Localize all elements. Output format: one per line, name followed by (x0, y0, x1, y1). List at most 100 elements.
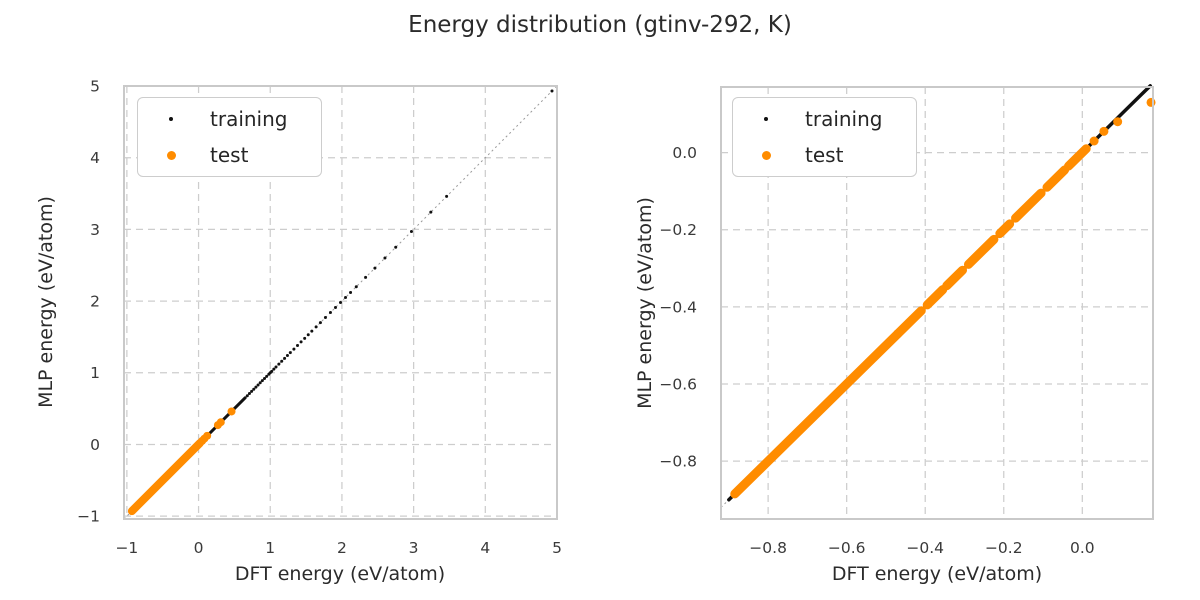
y-tick-label: 4 (90, 149, 100, 167)
data-point (349, 290, 353, 294)
dense-band (995, 219, 1015, 239)
data-point (270, 369, 274, 373)
data-point (254, 385, 258, 389)
data-point (277, 362, 281, 366)
x-axis-label: DFT energy (eV/atom) (831, 563, 1043, 585)
data-point (303, 336, 307, 340)
dense-band (1042, 165, 1070, 192)
data-point (216, 418, 225, 427)
right-plot: −0.8 −0.6 −0.4 −0.2 0.0 0.0 −0.2 −0.4 −0.6 −0.8 D… (600, 0, 1200, 600)
data-point (373, 266, 377, 270)
dense-band (942, 265, 968, 291)
data-point (227, 407, 236, 416)
data-point (364, 275, 368, 279)
data-point (263, 376, 267, 380)
data-point (314, 325, 318, 329)
y-axis-label: MLP energy (eV/atom) (634, 197, 656, 409)
data-point (260, 379, 264, 383)
y-tick-label: −0.8 (659, 453, 697, 471)
legend: training test (732, 97, 917, 177)
x-tick-label: −0.2 (985, 539, 1023, 557)
axes-frame (720, 86, 1154, 520)
data-point (280, 359, 284, 363)
x-tick-label: 0.0 (1070, 539, 1095, 557)
right-plot-svg: −0.8 −0.6 −0.4 −0.2 0.0 0.0 −0.2 −0.4 −0.6 −0.8 (659, 84, 1156, 557)
scatter-test (127, 407, 236, 516)
data-point (265, 374, 269, 378)
left-plot: −1 0 1 2 3 4 5 −1 0 1 2 3 4 5 DFT energy (eV/atom) ML… (35, 77, 562, 585)
data-point (252, 387, 256, 391)
data-point (272, 367, 276, 371)
data-point (394, 245, 398, 249)
data-point (295, 344, 299, 348)
tick-labels: −0.8 −0.6 −0.4 −0.2 0.0 0.0 −0.2 −0.4 −0.6 −0.8 (659, 144, 1094, 557)
left-plot-svg: −1 0 1 2 3 4 5 −1 0 1 2 3 4 5 (77, 77, 562, 557)
data-point (550, 89, 554, 93)
x-tick-label: 2 (337, 539, 347, 557)
y-tick-label: −1 (77, 508, 100, 526)
x-tick-label: 5 (552, 539, 562, 557)
data-point (250, 389, 254, 393)
x-axis-label: DFT energy (eV/atom) (234, 563, 446, 585)
test-marker-icon (167, 150, 176, 160)
y-tick-label: 1 (90, 364, 100, 382)
data-point (339, 301, 342, 304)
data-point (383, 256, 387, 260)
y-tick-label: −0.2 (659, 221, 697, 239)
y-axis-label: MLP energy (eV/atom) (35, 196, 57, 408)
dense-band (730, 306, 926, 499)
data-point (283, 356, 287, 360)
x-tick-label: −0.4 (906, 539, 944, 557)
data-point (1089, 136, 1099, 146)
training-marker-icon (169, 117, 173, 121)
x-tick-label: −1 (115, 539, 138, 557)
axes-frame (123, 85, 558, 520)
data-point (299, 340, 303, 344)
x-tick-label: 3 (409, 539, 419, 557)
data-point (445, 194, 449, 198)
y-tick-label: −0.6 (659, 375, 697, 393)
grid (721, 87, 1153, 519)
legend: training test (137, 97, 322, 177)
x-tick-label: 4 (480, 539, 490, 557)
data-point (333, 306, 337, 310)
data-point (310, 329, 314, 333)
legend-label: training (210, 107, 288, 131)
y-tick-label: 3 (90, 221, 100, 239)
y-tick-label: 0 (90, 436, 100, 454)
legend-item-test: test (733, 137, 916, 173)
figure-title: Energy distribution (gtinv-292, K) (408, 12, 792, 38)
y-tick-label: 2 (90, 292, 100, 310)
legend-label: test (805, 143, 844, 167)
data-point (285, 354, 289, 358)
data-point (409, 230, 413, 234)
data-point (288, 351, 292, 355)
training-marker-icon (764, 117, 768, 121)
x-tick-label: 0 (194, 539, 204, 557)
data-point (258, 381, 262, 385)
dense-band (963, 234, 999, 269)
data-point (256, 383, 260, 387)
legend-item-test: test (138, 137, 321, 173)
tick-labels: −1 0 1 2 3 4 5 −1 0 1 2 3 4 5 (77, 77, 562, 557)
scatter-test (730, 97, 1156, 499)
data-point (247, 392, 251, 396)
x-tick-label: 1 (265, 539, 275, 557)
data-point (245, 394, 249, 398)
data-point (1146, 97, 1156, 107)
data-point (292, 347, 296, 351)
dense-band (1064, 144, 1091, 171)
y-tick-label: −0.4 (659, 298, 697, 316)
y-tick-label: 0.0 (672, 144, 697, 162)
x-tick-label: −0.6 (828, 539, 866, 557)
legend-item-training: training (733, 101, 916, 137)
data-point (1099, 126, 1109, 136)
data-point (203, 431, 212, 440)
data-point (1113, 117, 1123, 127)
data-point (354, 285, 358, 289)
data-point (328, 311, 332, 315)
legend-label: test (210, 143, 249, 167)
data-point (893, 329, 903, 339)
data-point (323, 316, 327, 320)
